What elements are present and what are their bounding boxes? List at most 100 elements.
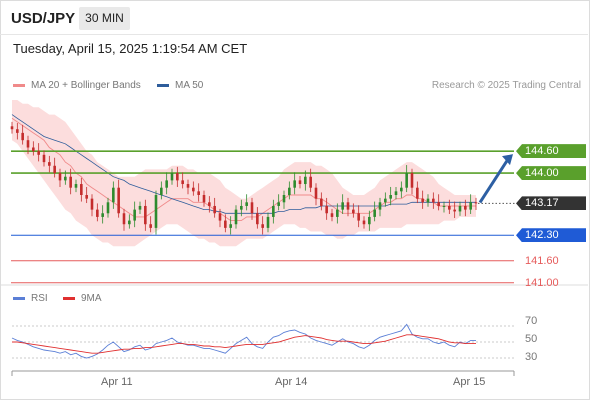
rsi-label: RSI (31, 293, 48, 304)
forecast-arrow-head (502, 154, 513, 166)
level-label-143-17: 143.17 (525, 197, 559, 210)
candle-body (368, 216, 371, 225)
candle-body (362, 220, 366, 225)
ma20-line (11, 117, 476, 222)
candle-body (133, 209, 136, 221)
candle-body (42, 154, 46, 163)
candle-body (101, 213, 104, 217)
candle-body (448, 205, 451, 210)
candle-body (197, 191, 200, 195)
candle-body (453, 209, 456, 212)
candle-body (426, 198, 430, 203)
level-label-141-00: 141.00 (525, 276, 559, 289)
legend-ma20: MA 20 + Bollinger Bands (13, 80, 141, 91)
candle-body (277, 202, 280, 206)
candle-body (208, 202, 211, 206)
symbol-title: USD/JPY (11, 10, 76, 27)
level-tag-142-30 (516, 228, 586, 243)
candle-body (400, 187, 403, 192)
candle-body (250, 202, 254, 214)
candle-body (213, 205, 216, 214)
level-label-142-30: 142.30 (525, 229, 559, 242)
candle-body (32, 147, 35, 152)
level-tag-144-00 (516, 166, 586, 181)
candle-body (442, 205, 446, 207)
candle-body (357, 213, 360, 221)
candle-body (154, 195, 158, 228)
candle-body (325, 205, 328, 214)
candle-body (266, 216, 270, 228)
candle-body (16, 129, 19, 133)
forecast-arrow-shaft (478, 158, 510, 204)
timeframe-selector[interactable]: 30 MIN (79, 7, 130, 30)
legend-rsi: RSI (13, 293, 48, 304)
candle-body (165, 180, 168, 188)
ma20-swatch (13, 83, 25, 87)
candle-body (272, 205, 275, 217)
candle-body (90, 198, 94, 210)
candle-body (432, 198, 435, 203)
candle-body (245, 202, 248, 206)
candle-body (74, 184, 78, 188)
candle-body (309, 176, 312, 188)
candle-body (336, 209, 339, 217)
x-label-apr11: Apr 11 (101, 376, 133, 388)
candle-body (80, 184, 83, 195)
candle-body (21, 132, 24, 141)
candle-body (26, 140, 30, 148)
ma50-swatch (157, 83, 169, 87)
candle-body (138, 205, 142, 210)
candle-body (298, 180, 302, 185)
candle-body (378, 202, 382, 210)
candle-body (85, 195, 88, 199)
level-label-144-00: 144.00 (525, 167, 559, 180)
candle-body (282, 195, 286, 203)
legend-ma50: MA 50 (157, 80, 203, 91)
x-label-apr15: Apr 15 (453, 376, 486, 388)
ma20-label: MA 20 + Bollinger Bands (31, 80, 141, 91)
widget-header: USD/JPY 30 MIN (0, 0, 588, 36)
ma50-line (11, 114, 476, 214)
rsi-axis-70: 70 (525, 315, 538, 327)
candle-body (389, 195, 392, 199)
candle-body (69, 176, 72, 188)
candle-body (202, 195, 206, 203)
candle-body (181, 180, 184, 185)
candle-body (474, 202, 478, 204)
candle-body (176, 173, 179, 181)
candle-body (416, 187, 419, 199)
candle-body (320, 198, 323, 206)
candle-body (186, 184, 190, 188)
candle-body (458, 205, 462, 212)
candle-body (10, 126, 14, 130)
candle-body (373, 209, 376, 217)
candle-body (224, 220, 227, 228)
candle-body (288, 187, 291, 195)
candle-body (330, 213, 334, 217)
ma9-swatch (63, 296, 75, 300)
header-divider (0, 34, 588, 35)
ma50-label: MA 50 (175, 80, 204, 91)
candle-body (421, 198, 424, 203)
candle-body (229, 224, 232, 228)
candle-body (405, 173, 408, 188)
candle-body (48, 162, 51, 166)
candle-body (64, 176, 67, 181)
candle-body (341, 202, 344, 210)
candle-body (256, 213, 259, 225)
level-tag-143-17 (516, 196, 586, 211)
candle-body (469, 202, 472, 210)
candle-body (394, 191, 398, 195)
ma9-label: 9MA (81, 293, 102, 304)
level-label-141-60: 141.60 (525, 254, 559, 267)
candle-body (117, 187, 120, 214)
candle-body (293, 180, 296, 188)
legend-9ma: 9MA (63, 293, 102, 304)
candle-body (144, 205, 147, 225)
candle-body (160, 187, 163, 195)
candle-body (58, 173, 62, 181)
candle-body (37, 151, 40, 155)
rsi-swatch (13, 296, 25, 300)
candle-body (112, 187, 115, 203)
